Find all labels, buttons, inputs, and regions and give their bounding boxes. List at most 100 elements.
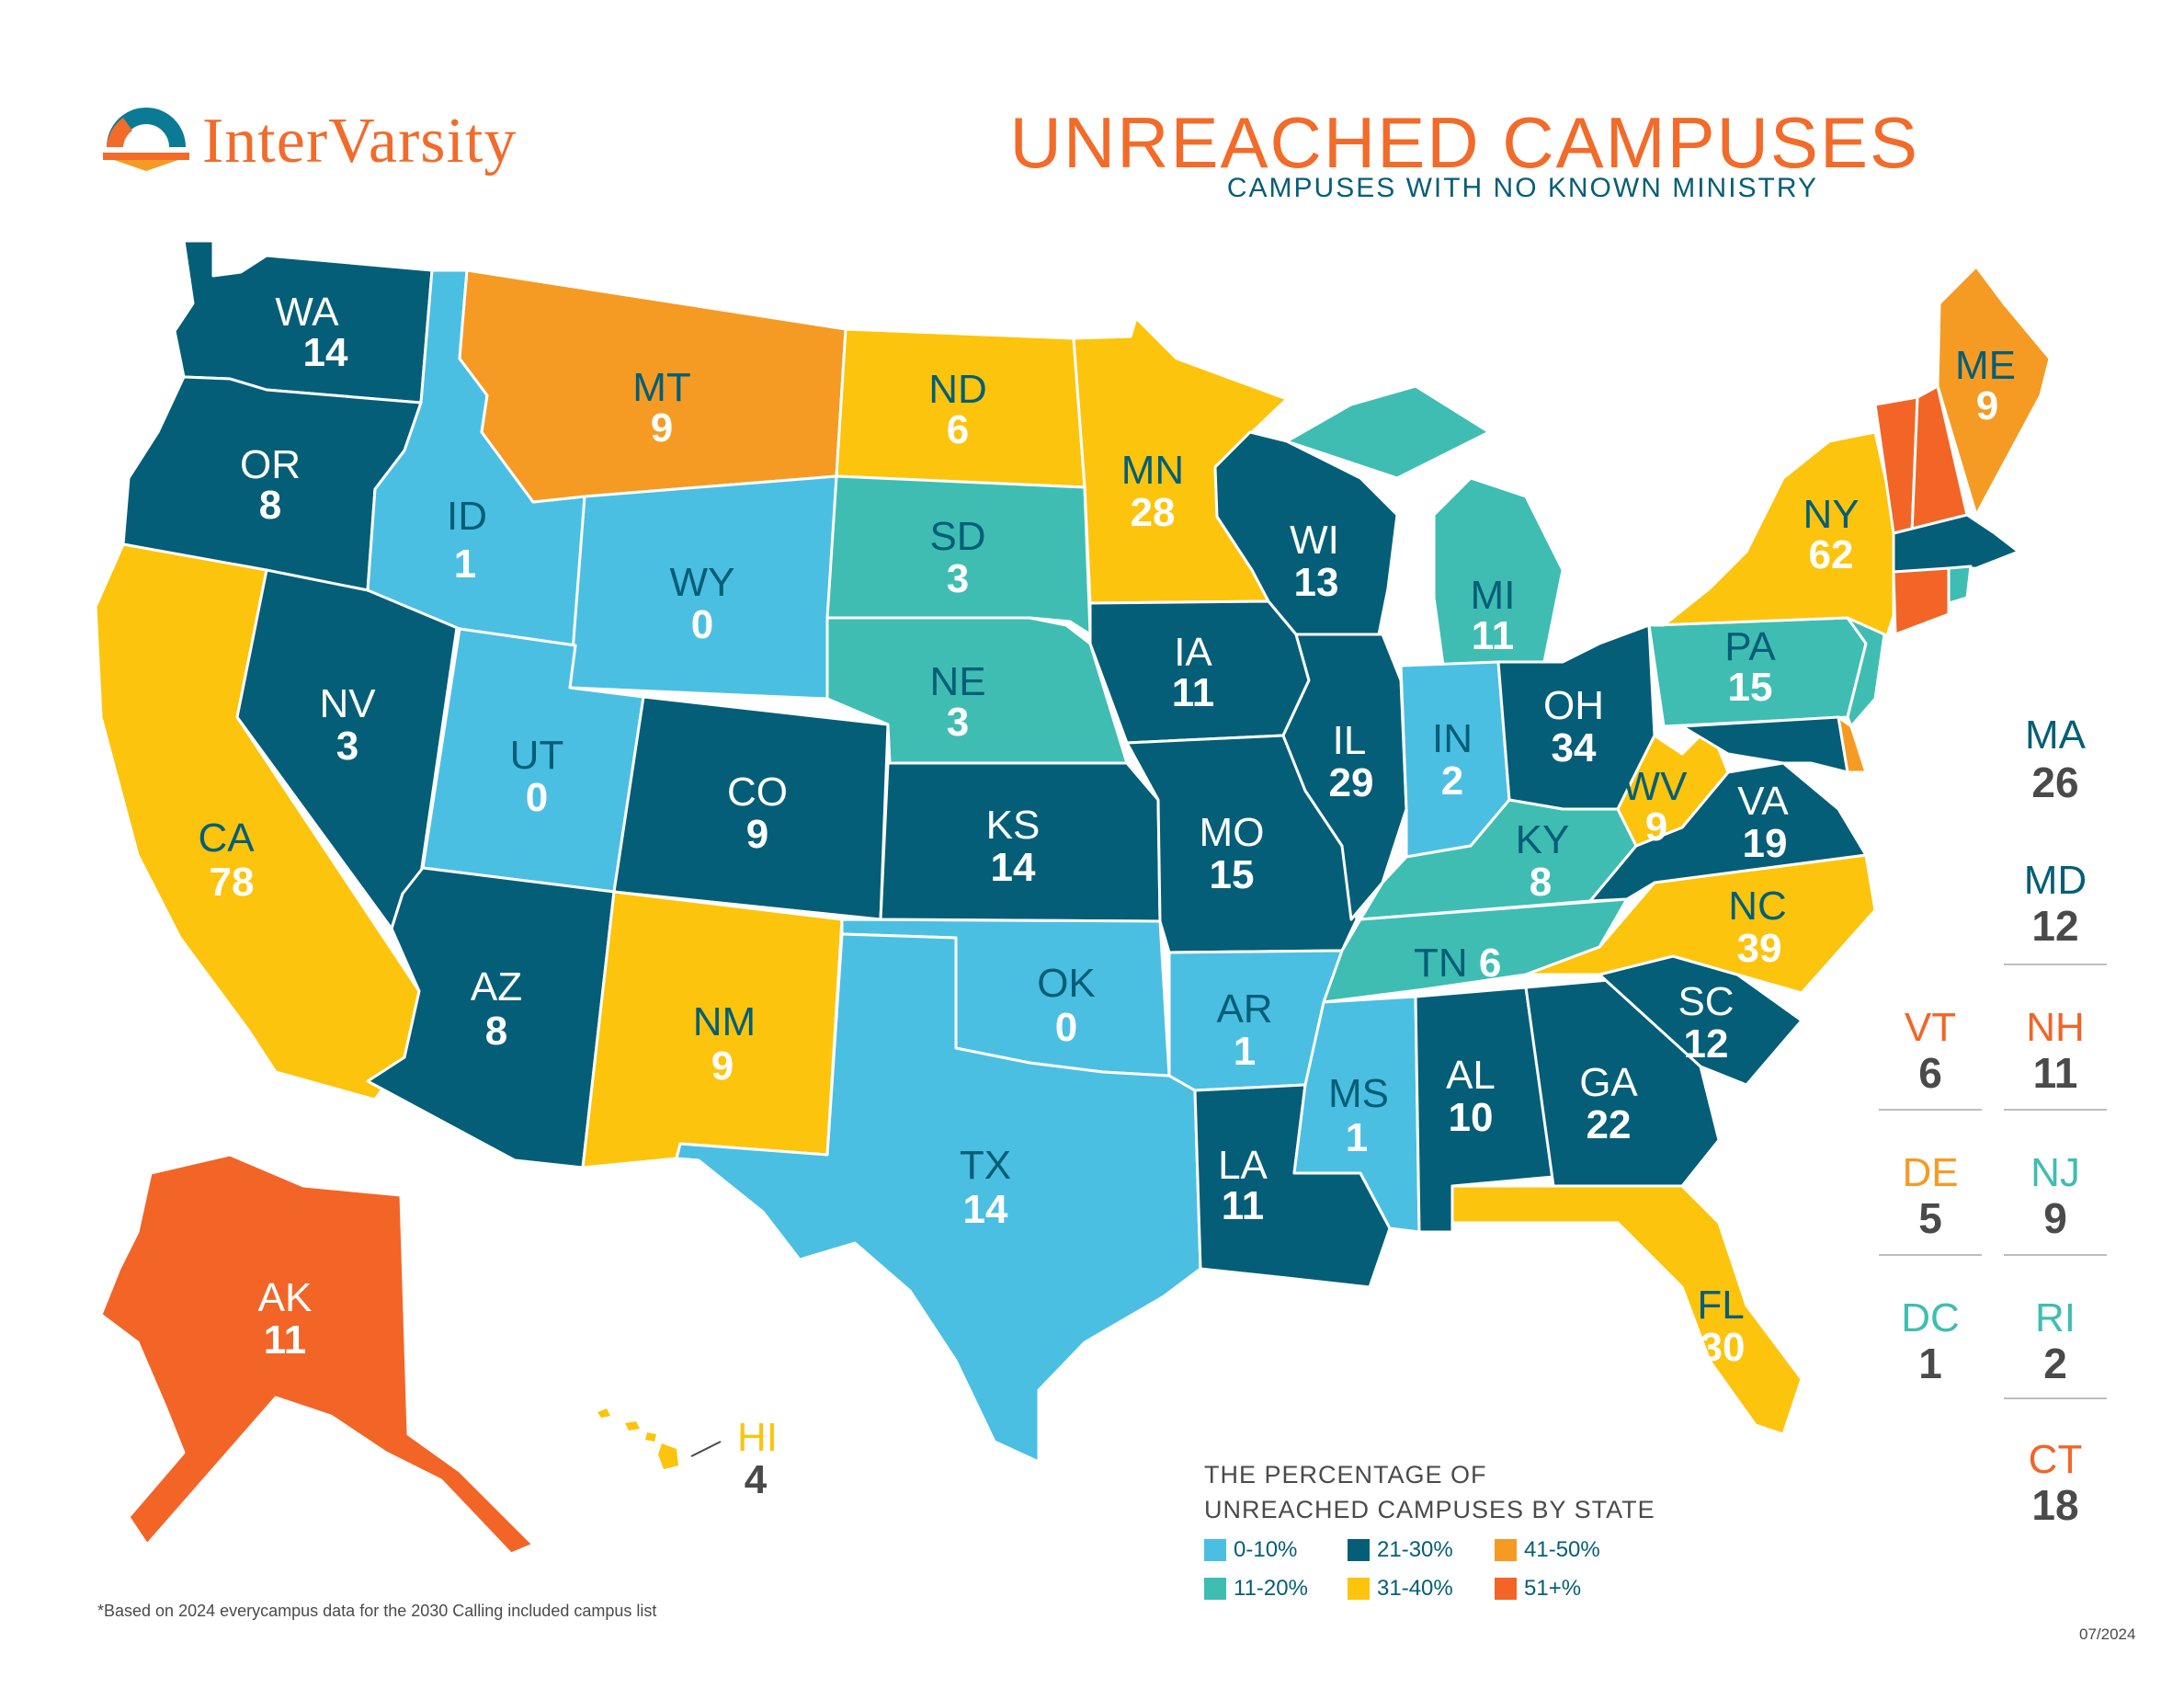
state-label-SC: SC <box>1678 979 1735 1024</box>
state-count-ID: 1 <box>453 542 477 587</box>
state-count-MO: 15 <box>1209 852 1255 897</box>
state-count-WI: 13 <box>1293 560 1339 605</box>
state-count-MS: 1 <box>1345 1115 1369 1160</box>
sidebar-label-DE: DE <box>1902 1150 1959 1195</box>
state-shape-RI <box>1947 565 1973 605</box>
state-count-HI: 4 <box>744 1457 768 1502</box>
state-count-CA: 78 <box>209 860 255 905</box>
state-count-CO: 9 <box>745 812 769 857</box>
state-label-MI: MI <box>1470 573 1516 618</box>
state-shape-IL <box>1281 633 1408 921</box>
state-abbr-TN: TN <box>1414 941 1468 986</box>
state-shape-CT <box>1892 566 1951 636</box>
state-count-NM: 9 <box>711 1044 734 1089</box>
state-shape-NY <box>1653 430 1895 645</box>
state-count-FL: 30 <box>1700 1325 1746 1370</box>
sidebar-divider <box>1879 1109 1982 1111</box>
state-shape-TX <box>675 932 1202 1464</box>
state-label-TX: TX <box>959 1143 1012 1188</box>
state-label-AL: AL <box>1446 1053 1496 1098</box>
state-shape-HI <box>597 1409 678 1469</box>
state-count-IN: 2 <box>1440 758 1464 804</box>
page-subtitle: CAMPUSES WITH NO KNOWN MINISTRY <box>1226 173 1818 203</box>
legend-title: THE PERCENTAGE OF UNREACHED CAMPUSES BY … <box>1204 1457 1655 1527</box>
state-count-GA: 22 <box>1586 1102 1632 1147</box>
sidebar-label-NJ: NJ <box>2030 1150 2080 1195</box>
state-label-IL: IL <box>1332 718 1367 763</box>
legend-swatch <box>1495 1578 1517 1600</box>
state-count-TN: 6 <box>1478 941 1502 986</box>
legend-label: 11-20% <box>1234 1576 1308 1601</box>
state-label-KS: KS <box>985 803 1041 848</box>
state-label-UT: UT <box>509 733 564 778</box>
state-shape-FL <box>1450 1184 1803 1436</box>
state-label-MN: MN <box>1120 448 1185 493</box>
state-count-MN: 28 <box>1130 490 1176 535</box>
state-label-LA: LA <box>1218 1143 1268 1188</box>
state-label-FL: FL <box>1697 1283 1745 1328</box>
state-count-NV: 3 <box>336 724 359 769</box>
sidebar-divider <box>2004 1109 2107 1111</box>
state-count-AR: 1 <box>1233 1029 1257 1074</box>
sidebar-count-VT: 6 <box>1918 1049 1942 1097</box>
sidebar-divider <box>2004 1254 2107 1256</box>
sidebar-label-VT: VT <box>1904 1005 1957 1050</box>
state-label-MO: MO <box>1199 810 1265 855</box>
sidebar-label-RI: RI <box>2035 1295 2076 1340</box>
state-label-WA: WA <box>275 290 339 335</box>
state-count-WY: 0 <box>690 602 714 647</box>
state-label-TN: TN 6 <box>1414 943 1501 984</box>
legend-swatch <box>1204 1578 1226 1600</box>
brand-name: InterVarsity <box>202 106 518 177</box>
legend-swatch <box>1348 1578 1370 1600</box>
state-shape-WI <box>1213 430 1399 636</box>
state-count-KY: 8 <box>1529 860 1553 905</box>
state-label-NE: NE <box>929 659 986 704</box>
sidebar-label-MD: MD <box>2023 858 2087 903</box>
state-count-WA: 14 <box>302 330 348 375</box>
sidebar-divider <box>2004 1397 2107 1399</box>
legend-title-line2: UNREACHED CAMPUSES BY STATE <box>1204 1496 1655 1523</box>
sidebar-count-CT: 18 <box>2031 1481 2079 1529</box>
legend-swatch <box>1495 1539 1517 1561</box>
state-label-NM: NM <box>692 999 756 1044</box>
state-count-PA: 15 <box>1727 665 1773 710</box>
page-title: UNREACHED CAMPUSES <box>1009 102 1919 183</box>
state-count-MT: 9 <box>650 405 674 451</box>
state-label-NV: NV <box>319 681 376 726</box>
sidebar-count-DE: 5 <box>1918 1194 1942 1242</box>
state-label-GA: GA <box>1579 1060 1638 1105</box>
legend-swatch <box>1204 1539 1226 1561</box>
legend-label: 31-40% <box>1377 1576 1453 1601</box>
state-label-AZ: AZ <box>470 964 523 1009</box>
legend-label: 21-30% <box>1377 1537 1453 1562</box>
state-label-PA: PA <box>1724 624 1776 669</box>
state-count-NC: 39 <box>1736 926 1782 971</box>
legend-swatch <box>1348 1539 1370 1561</box>
state-count-VA: 19 <box>1742 821 1788 866</box>
state-count-OH: 34 <box>1551 725 1597 770</box>
legend-label: 51+% <box>1524 1576 1582 1601</box>
sidebar-count-DC: 1 <box>1918 1340 1942 1387</box>
state-shape-NC <box>1524 853 1877 995</box>
sidebar-label-MA: MA <box>2025 713 2086 758</box>
state-label-OK: OK <box>1037 961 1096 1006</box>
sidebar-label-CT: CT <box>2028 1437 2083 1482</box>
sidebar-count-RI: 2 <box>2043 1340 2067 1387</box>
state-count-AZ: 8 <box>484 1009 508 1054</box>
state-label-WY: WY <box>669 560 735 605</box>
sidebar-divider <box>2004 964 2107 965</box>
state-label-ND: ND <box>928 367 987 412</box>
state-label-OR: OR <box>240 442 301 487</box>
state-count-MI: 11 <box>1471 613 1515 658</box>
state-shape-ME <box>1936 265 2052 517</box>
state-label-IN: IN <box>1432 716 1473 761</box>
state-label-ME: ME <box>1955 343 2016 388</box>
state-label-NC: NC <box>1728 884 1787 929</box>
state-label-WI: WI <box>1290 518 1339 563</box>
sidebar-count-MA: 26 <box>2031 758 2079 806</box>
intervarsity-logo-icon <box>103 107 189 171</box>
sidebar-divider <box>1879 1254 1982 1256</box>
state-label-KY: KY <box>1515 817 1570 862</box>
